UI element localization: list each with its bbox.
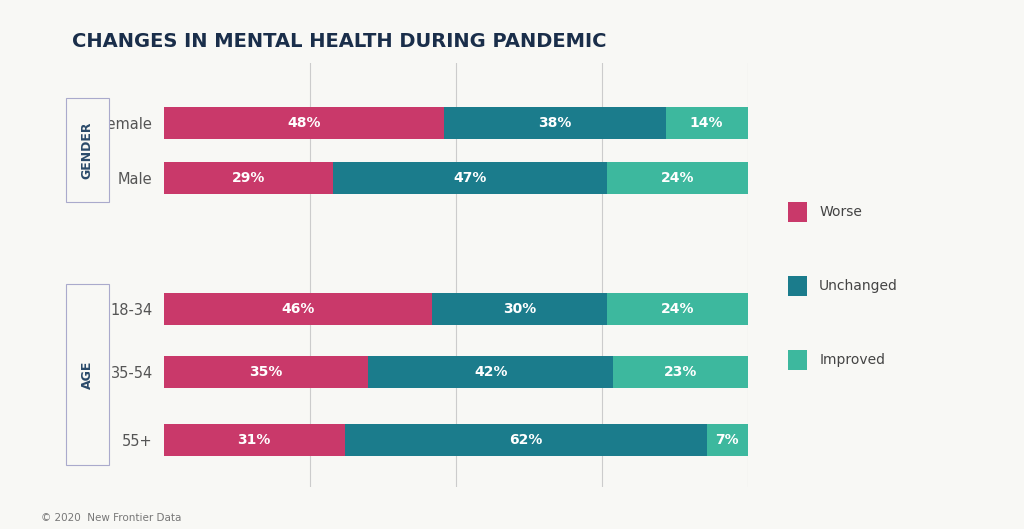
- Text: Unchanged: Unchanged: [819, 279, 898, 293]
- Bar: [164, 357, 369, 388]
- Bar: [333, 162, 607, 194]
- Text: 46%: 46%: [282, 302, 314, 316]
- Bar: [607, 293, 748, 325]
- Bar: [607, 162, 748, 194]
- Text: CHANGES IN MENTAL HEALTH DURING PANDEMIC: CHANGES IN MENTAL HEALTH DURING PANDEMIC: [72, 32, 606, 51]
- Text: GENDER: GENDER: [81, 122, 93, 179]
- Text: 7%: 7%: [716, 433, 739, 447]
- Text: Improved: Improved: [819, 353, 885, 367]
- Bar: [164, 293, 432, 325]
- Bar: [666, 107, 748, 139]
- Text: 30%: 30%: [503, 302, 537, 316]
- Text: 24%: 24%: [660, 171, 694, 185]
- Text: © 2020  New Frontier Data: © 2020 New Frontier Data: [41, 513, 181, 523]
- Bar: [164, 424, 345, 456]
- Text: 62%: 62%: [509, 433, 543, 447]
- Bar: [164, 162, 333, 194]
- Text: 47%: 47%: [454, 171, 487, 185]
- Text: 29%: 29%: [231, 171, 265, 185]
- Text: 35%: 35%: [249, 366, 283, 379]
- Bar: [432, 293, 607, 325]
- Bar: [369, 357, 613, 388]
- Text: 42%: 42%: [474, 366, 508, 379]
- Text: 48%: 48%: [287, 116, 321, 130]
- Bar: [345, 424, 707, 456]
- Text: AGE: AGE: [81, 360, 93, 389]
- Text: 24%: 24%: [660, 302, 694, 316]
- Text: 14%: 14%: [690, 116, 723, 130]
- Text: 31%: 31%: [238, 433, 271, 447]
- Bar: [613, 357, 748, 388]
- Bar: [707, 424, 748, 456]
- Bar: [444, 107, 666, 139]
- Text: 23%: 23%: [664, 366, 697, 379]
- Bar: [164, 107, 444, 139]
- Text: Worse: Worse: [819, 205, 862, 218]
- Text: 38%: 38%: [539, 116, 571, 130]
